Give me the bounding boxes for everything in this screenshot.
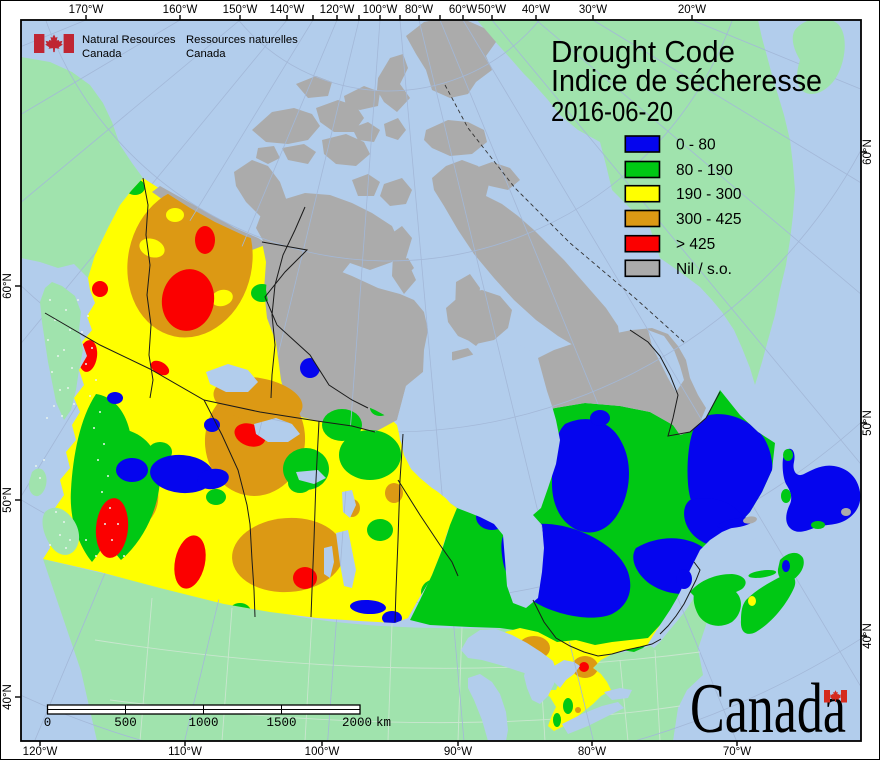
svg-text:80 - 190: 80 - 190 [676,162,733,179]
svg-text:120°W: 120°W [320,4,355,16]
svg-text:120°W: 120°W [23,746,58,758]
svg-text:Drought Code: Drought Code [551,35,735,69]
svg-text:70°W: 70°W [723,746,751,758]
svg-text:60°N: 60°N [2,273,14,299]
svg-text:Ressources naturelles: Ressources naturelles [186,34,298,46]
svg-text:20°W: 20°W [678,4,706,16]
svg-text:160°W: 160°W [163,4,198,16]
svg-text:190 - 300: 190 - 300 [676,186,742,203]
svg-text:80°W: 80°W [405,4,433,16]
svg-text:1500: 1500 [266,716,296,730]
svg-text:60°N: 60°N [862,139,874,165]
svg-text:0: 0 [44,716,52,730]
svg-text:2016-06-20: 2016-06-20 [551,96,673,127]
svg-text:50°N: 50°N [2,487,14,513]
svg-text:150°W: 150°W [223,4,258,16]
svg-text:170°W: 170°W [69,4,104,16]
svg-text:40°W: 40°W [522,4,550,16]
svg-text:Canada: Canada [82,48,122,60]
svg-text:2000: 2000 [342,716,372,730]
svg-text:50°W: 50°W [478,4,506,16]
svg-text:0 - 80: 0 - 80 [676,137,716,154]
svg-text:1000: 1000 [188,716,218,730]
svg-text:Canada: Canada [186,48,226,60]
svg-text:140°W: 140°W [270,4,305,16]
svg-text:60°W: 60°W [449,4,477,16]
svg-text:500: 500 [114,716,137,730]
svg-text:km: km [376,716,391,730]
svg-text:Natural Resources: Natural Resources [82,34,176,46]
svg-text:40°N: 40°N [862,623,874,649]
svg-text:90°W: 90°W [444,746,472,758]
svg-text:300 - 425: 300 - 425 [676,211,742,228]
svg-text:40°N: 40°N [2,684,14,710]
svg-text:50°N: 50°N [862,410,874,436]
svg-text:> 425: > 425 [676,236,715,253]
svg-text:30°W: 30°W [579,4,607,16]
svg-text:Canada: Canada [690,670,846,748]
svg-text:80°W: 80°W [578,746,606,758]
svg-text:100°W: 100°W [305,746,340,758]
svg-text:100°W: 100°W [363,4,398,16]
svg-text:110°W: 110°W [168,746,202,758]
svg-text:Indice de sécheresse: Indice de sécheresse [551,64,822,98]
svg-text:Nil / s.o.: Nil / s.o. [676,261,732,278]
